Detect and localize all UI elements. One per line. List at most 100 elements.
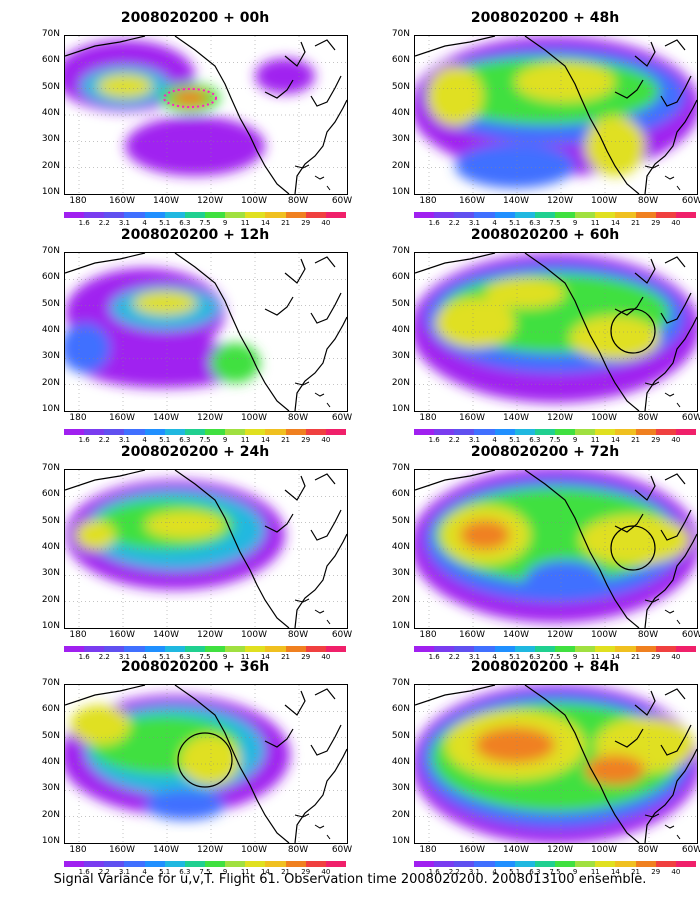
x-axis-label: 160W — [108, 630, 136, 640]
x-axis-label: 100W — [240, 413, 268, 423]
colorbar-segment — [144, 212, 166, 218]
colorbar-segment — [104, 429, 125, 435]
colorbar-segment — [454, 212, 475, 218]
coastline — [65, 253, 347, 411]
colorbar-segment — [225, 646, 246, 652]
map-plot — [64, 684, 348, 844]
colorbar-segment — [305, 646, 327, 652]
colorbar-segment — [534, 646, 556, 652]
colorbar-label: 9 — [222, 868, 228, 876]
colorbar-segment — [474, 429, 496, 435]
islands — [294, 164, 331, 191]
coastline — [65, 470, 347, 628]
colorbar-segment — [474, 861, 496, 867]
x-axis-label: 120W — [546, 845, 574, 855]
panel-title: 2008020200 + 60h — [470, 227, 620, 243]
x-axis-label: 60W — [331, 845, 353, 855]
colorbar-segment — [615, 861, 637, 867]
y-axis-label: 60N — [391, 704, 410, 715]
variance-field — [415, 470, 697, 623]
colorbar-label: 21 — [631, 868, 641, 876]
colorbar-segment — [434, 861, 455, 867]
y-axis-label: 10N — [41, 836, 60, 846]
map-plot — [414, 684, 698, 844]
x-axis-label: 140W — [502, 196, 530, 206]
y-axis-label: 50N — [41, 515, 60, 526]
colorbar-label: 9 — [572, 653, 578, 661]
colorbar-segment — [84, 646, 105, 652]
colorbar-label: 29 — [301, 653, 311, 661]
y-axis-label: 40N — [41, 757, 60, 767]
x-axis-label: 180 — [419, 630, 437, 640]
colorbar-segment — [555, 646, 576, 652]
y-axis-label: 50N — [41, 81, 60, 92]
map-panel: 2008020200 + 24h 70N 60N 50N 40N 30N 20N 10N 180… — [30, 444, 360, 661]
colorbar-segment — [575, 646, 596, 652]
colorbar-segment — [675, 861, 697, 867]
colorbar-label: 7.5 — [549, 868, 561, 876]
islands — [644, 813, 681, 840]
y-axis-label: 60N — [41, 272, 60, 283]
colorbar-segment — [265, 212, 287, 218]
x-axis-label: 140W — [502, 413, 530, 423]
x-axis-label: 60W — [681, 845, 700, 855]
colorbar-segment — [205, 212, 226, 218]
colorbar-segment — [124, 429, 146, 435]
colorbar-label: 21 — [281, 436, 291, 444]
x-axis-label: 140W — [502, 630, 530, 640]
x-axis-label: 100W — [240, 845, 268, 855]
colorbar-segment — [285, 861, 307, 867]
islands — [644, 598, 681, 625]
colorbar-label: 2.2 — [448, 868, 460, 876]
colorbar-segment — [164, 646, 186, 652]
colorbar-segment — [635, 861, 657, 867]
colorbar-label: 14 — [260, 436, 270, 444]
colorbar-segment — [595, 212, 616, 218]
y-axis-label: 20N — [391, 377, 410, 388]
colorbar-label: 5.1 — [159, 436, 171, 444]
colorbar-label: 11 — [240, 653, 250, 661]
colorbar-segment — [414, 212, 435, 218]
colorbar-segment — [184, 861, 206, 867]
panel-title: 2008020200 + 00h — [120, 10, 270, 26]
y-axis-label: 30N — [41, 568, 60, 579]
colorbar-label: 9 — [222, 653, 228, 661]
x-axis-label: 100W — [590, 413, 618, 423]
y-axis-label: 50N — [391, 298, 410, 309]
colorbar-segment — [474, 212, 496, 218]
y-axis-label: 10N — [41, 621, 60, 631]
colorbar-segment — [225, 861, 246, 867]
colorbar-label: 1.6 — [78, 436, 90, 444]
colorbar-label: 4 — [492, 868, 497, 876]
colorbar — [414, 646, 697, 652]
colorbar — [64, 429, 347, 435]
coastline — [415, 470, 697, 628]
colorbar-label: 14 — [260, 653, 270, 661]
x-axis-label: 60W — [681, 630, 700, 640]
colorbar-label: 6.3 — [529, 653, 541, 661]
target-circle — [177, 732, 233, 788]
coastline — [415, 685, 697, 843]
x-axis-label: 120W — [546, 630, 574, 640]
colorbar-segment — [494, 861, 516, 867]
colorbar-label: 11 — [240, 868, 250, 876]
colorbar-label: 29 — [301, 219, 311, 227]
x-axis-label: 120W — [196, 630, 224, 640]
colorbar-label: 4 — [142, 868, 147, 876]
colorbar-label: 3.1 — [468, 436, 480, 444]
colorbar-segment — [305, 861, 327, 867]
colorbar-segment — [655, 429, 677, 435]
colorbar-segment — [265, 861, 287, 867]
coastline — [415, 36, 697, 194]
colorbar-segment — [434, 646, 455, 652]
y-axis-label: 70N — [391, 463, 410, 473]
map-plot — [414, 469, 698, 629]
colorbar-segment — [205, 861, 226, 867]
x-axis-label: 180 — [69, 845, 87, 855]
y-axis-label: 20N — [41, 809, 60, 820]
y-axis-label: 60N — [391, 272, 410, 283]
y-axis-label: 50N — [41, 730, 60, 741]
colorbar-label: 29 — [651, 653, 661, 661]
colorbar-label: 14 — [260, 219, 270, 227]
y-axis-label: 30N — [41, 783, 60, 794]
